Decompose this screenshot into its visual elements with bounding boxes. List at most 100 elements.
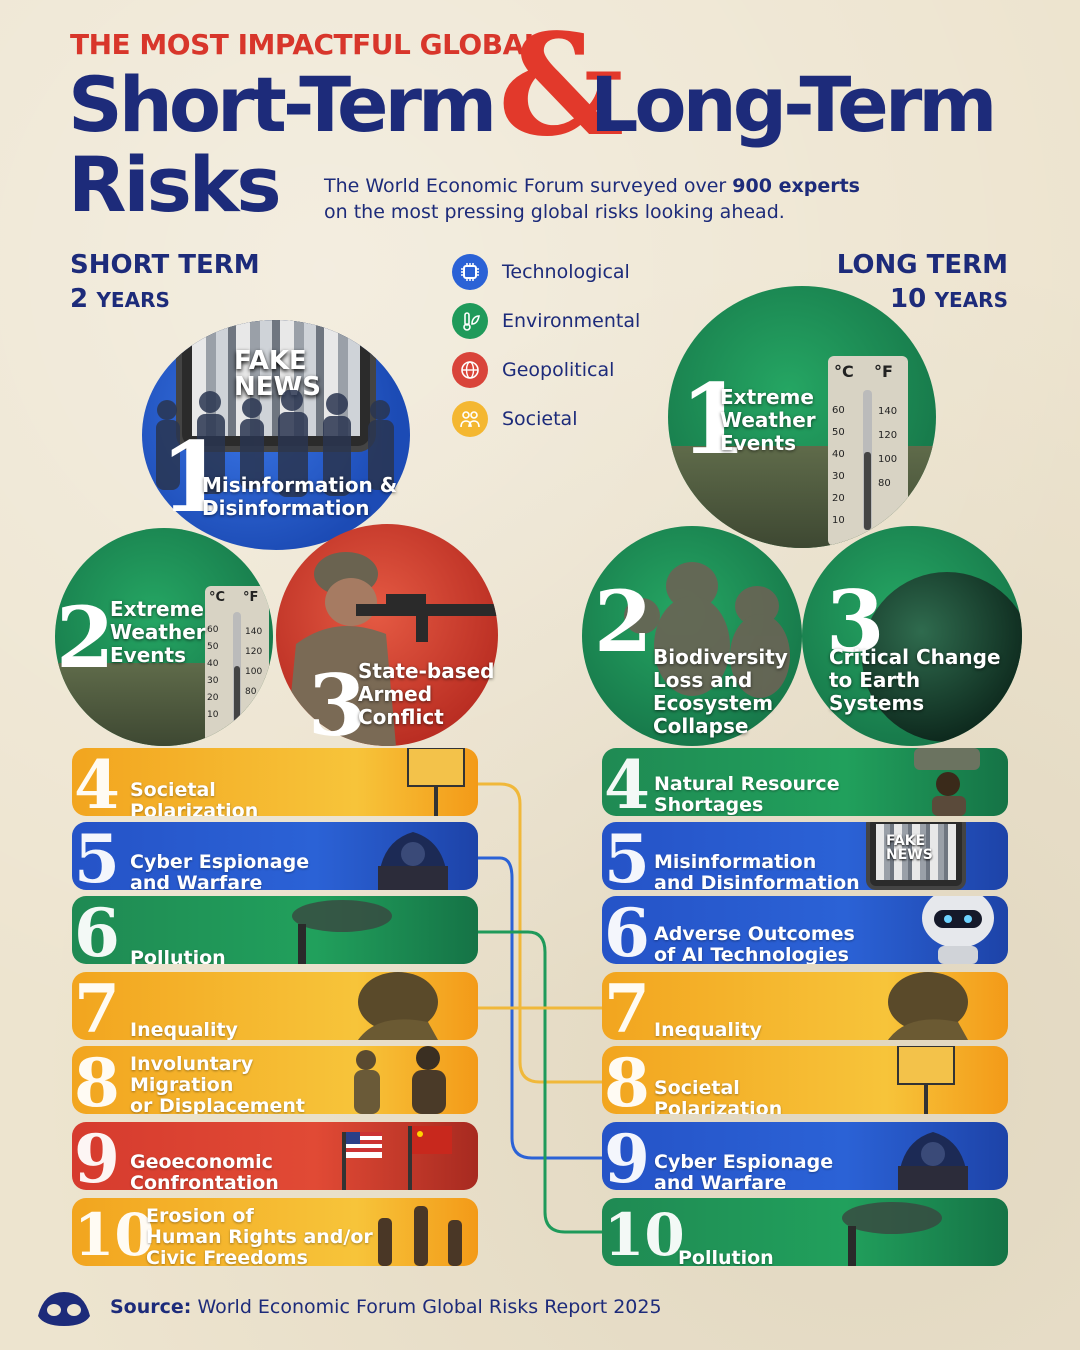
tick: 140 — [245, 627, 263, 637]
tick: 20 — [832, 493, 845, 504]
bar-label-line: Inequality — [130, 1019, 238, 1041]
bar-rank-number: 10 — [74, 1201, 155, 1266]
chip-icon — [452, 254, 488, 290]
label-line: Misinformation & — [202, 473, 398, 497]
migrants-illustration — [354, 1046, 446, 1114]
label-line: Armed — [358, 682, 433, 706]
title-long-term: Long-Term — [590, 60, 997, 149]
bar-label-line: Pollution — [678, 1247, 774, 1267]
long-bar-rank-6: 6 Adverse Outcomes of AI Technologies — [602, 896, 1008, 964]
bar-label-line: and Disinformation — [654, 872, 860, 891]
short-rank-2-number: 2 — [56, 588, 115, 687]
long-rank-2-number: 2 — [594, 572, 653, 671]
long-bar-rank-7: 7 Inequality — [602, 972, 1008, 1040]
bar-rank-number: 6 — [74, 896, 120, 964]
hacker-illustration — [378, 832, 448, 890]
fahrenheit-ticks: 140 120 100 80 — [245, 622, 262, 702]
bar-label-line: Pollution — [130, 947, 226, 965]
long-bar-rank-10: 10 Pollution — [602, 1198, 1008, 1266]
soldier-illustration — [286, 552, 498, 746]
label-line: Critical Change — [829, 645, 1001, 669]
title-risks: Risks — [68, 140, 282, 229]
bar-label-line: Involuntary — [130, 1053, 254, 1075]
tick: 10 — [832, 515, 845, 526]
bar-label: Inequality — [130, 1019, 238, 1041]
long-rank-1-circle: °C °F 60 50 40 30 20 10 140 120 100 80 — [668, 286, 936, 548]
news-text: NEWS — [886, 847, 933, 863]
fake-news-badge: FAKE NEWS — [234, 348, 321, 400]
bar-label-line: Adverse Outcomes — [654, 923, 855, 945]
legend-item-technological: Technological — [452, 254, 640, 290]
robot-illustration — [922, 896, 994, 964]
bar-label: Geoeconomic Confrontation — [130, 1152, 279, 1191]
globe-icon — [452, 352, 488, 388]
subtitle-text-1: The World Economic Forum surveyed over — [324, 175, 733, 197]
long-rank-1-number: 1 — [680, 363, 747, 476]
label-line: Weather — [720, 408, 816, 432]
bar-label-line: Human Rights and/or — [146, 1226, 373, 1248]
bar-label-line: Confrontation — [130, 1172, 279, 1191]
legend-label: Geopolitical — [502, 359, 615, 381]
bar-rank-number: 10 — [604, 1201, 685, 1266]
short-rank-2-circle: °C °F 60 50 40 30 20 10 140 120 100 80 — [55, 528, 273, 746]
earth-icon — [862, 572, 1022, 742]
bar-label-line: Polarization — [130, 800, 259, 817]
bar-rank-number: 8 — [604, 1046, 650, 1114]
subtitle-text-2: on the most pressing global risks lookin… — [324, 201, 785, 223]
bar-label-line: Societal — [654, 1077, 740, 1099]
bar-label-line: Erosion of — [146, 1205, 254, 1227]
subtitle-bold: 900 experts — [732, 175, 860, 197]
visual-capitalist-logo-icon — [38, 1292, 90, 1326]
title-ampersand: & — [498, 4, 625, 168]
bar-label-line: or Displacement — [130, 1095, 306, 1115]
label-line: Conflict — [358, 705, 444, 729]
bar-label: Inequality — [654, 1020, 762, 1041]
fake-news-badge: FAKE NEWS — [886, 834, 933, 862]
bar-label: Societal Polarization — [654, 1077, 782, 1115]
bar-rank-number: 8 — [74, 1046, 120, 1114]
short-rank-3-label: State-based Armed Conflict — [358, 660, 494, 729]
short-bar-rank-6: 6 Pollution — [72, 896, 478, 964]
bar-rank-number: 9 — [74, 1122, 120, 1190]
bar-label-line: Natural Resource — [654, 773, 840, 795]
long-rank-2-label: Biodiversity Loss and Ecosystem Collapse — [653, 646, 788, 738]
tick: 30 — [832, 471, 845, 482]
fake-text: FAKE — [234, 346, 307, 376]
long-rank-3-circle — [802, 526, 1022, 746]
celsius-label: °C — [834, 362, 854, 381]
long-rank-2-circle — [582, 526, 802, 746]
short-rank-1-circle: FAKE NEWS — [142, 320, 410, 550]
long-term-heading: LONG TERM — [836, 250, 1008, 280]
legend-item-geopolitical: Geopolitical — [452, 352, 640, 388]
source-line: Source: World Economic Forum Global Risk… — [110, 1296, 662, 1318]
bar-label: Erosion of Human Rights and/or Civic Fre… — [146, 1205, 373, 1267]
monkeys-illustration — [624, 562, 790, 698]
short-bar-rank-5: 5 Cyber Espionage and Warfare — [72, 822, 478, 890]
celsius-ticks: 60 50 40 30 20 10 — [207, 622, 218, 724]
celsius-ticks: 60 50 40 30 20 10 — [832, 400, 845, 532]
bar-rank-number: 5 — [74, 822, 120, 890]
label-line: Events — [110, 643, 186, 667]
tick: 80 — [245, 687, 257, 697]
bar-label: Pollution — [678, 1247, 774, 1267]
bar-label-line: Societal — [130, 779, 216, 801]
bar-rank-number: 5 — [604, 822, 650, 890]
distressed-person-illustration — [358, 972, 438, 1040]
crowd-illustration — [156, 390, 394, 497]
short-rank-2-label: Extreme Weather Events — [110, 598, 206, 667]
tick: 40 — [207, 659, 219, 669]
bar-label-line: Misinformation — [654, 851, 817, 873]
label-line: State-based — [358, 659, 495, 683]
tick: 60 — [832, 405, 845, 416]
tick: 50 — [207, 642, 219, 652]
label-line: Events — [720, 431, 796, 455]
title-short-term: Short-Term — [68, 60, 497, 149]
kicker-heading: THE MOST IMPACTFUL GLOBAL — [70, 28, 542, 61]
source-text: World Economic Forum Global Risks Report… — [197, 1296, 662, 1318]
fahrenheit-ticks: 140 120 100 80 — [878, 400, 897, 496]
legend-label: Technological — [502, 261, 630, 283]
short-term-years: 2 YEARS — [70, 284, 170, 314]
bar-label: Societal Polarization — [130, 779, 259, 817]
legend-label: Environmental — [502, 310, 641, 332]
smokestack-illustration — [842, 1202, 942, 1266]
